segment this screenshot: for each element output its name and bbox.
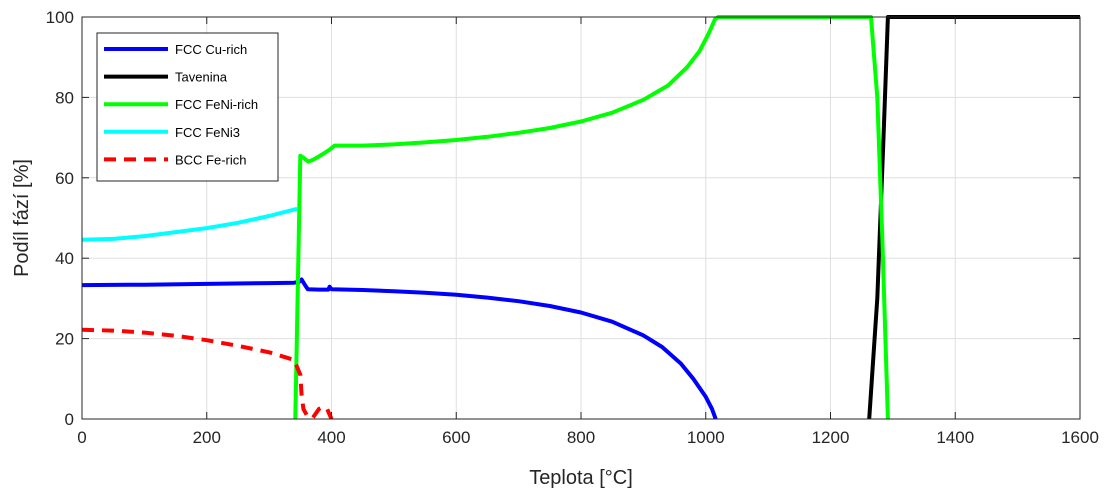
series-layer [81, 15, 1080, 420]
x-tick-label: 1000 [687, 428, 725, 447]
y-axis-label: Podíl fází [%] [11, 159, 33, 277]
y-tick-label: 60 [55, 169, 74, 188]
legend-label-fcc-feni3: FCC FeNi3 [175, 125, 240, 140]
legend-label-tavenina: Tavenina [175, 70, 228, 85]
x-tick-label: 800 [567, 428, 595, 447]
series-line-fcc-feni-rich [293, 15, 890, 420]
y-tick-label: 20 [55, 330, 74, 349]
x-tick-label: 0 [77, 428, 86, 447]
x-axis-label: Teplota [°C] [529, 467, 633, 489]
x-tick-label: 1200 [812, 428, 850, 447]
y-tick-label: 80 [55, 88, 74, 107]
x-tick-label: 200 [193, 428, 221, 447]
series-line-bcc-fe-rich [81, 327, 334, 420]
legend-label-bcc-fe-rich: BCC Fe-rich [175, 152, 247, 167]
x-tick-label: 400 [317, 428, 345, 447]
x-tick-label: 600 [442, 428, 470, 447]
legend-label-fcc-feni-rich: FCC FeNi-rich [175, 97, 258, 112]
legend-label-fcc-cu-rich: FCC Cu-rich [175, 42, 247, 57]
y-tick-label: 0 [65, 410, 74, 429]
ticks: 0 200 400 600 800 1000 1200 1400 1600 0 20 40 60 80 10… [46, 8, 1099, 447]
y-tick-label: 40 [55, 249, 74, 268]
y-tick-label: 100 [46, 8, 74, 27]
series-line-fcc-feni3 [81, 206, 298, 242]
x-tick-label: 1400 [936, 428, 974, 447]
legend: FCC Cu-rich Tavenina FCC FeNi-rich FCC FeNi… [96, 32, 279, 182]
legend-box [96, 32, 279, 182]
x-tick-label: 1600 [1061, 428, 1099, 447]
